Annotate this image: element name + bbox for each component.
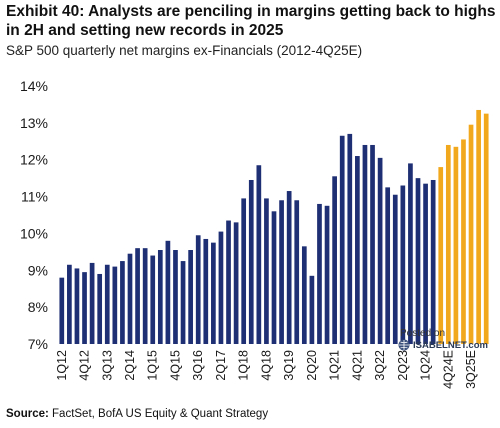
watermark: Posted on ISABELNET.com [398, 328, 498, 351]
bar-2Q22 [370, 145, 375, 344]
bar-3Q18 [256, 165, 261, 344]
bar-4Q12 [82, 272, 87, 344]
bar-3Q17 [226, 221, 231, 344]
bar-4Q16 [203, 239, 208, 344]
bar-3Q22 [378, 158, 383, 344]
bar-3Q24E [438, 167, 443, 344]
globe-icon [398, 339, 410, 351]
bar-1Q20 [302, 246, 307, 344]
bar-3Q20 [317, 204, 322, 344]
bar-3Q19 [287, 191, 292, 344]
watermark-posted-on: Posted on [398, 328, 498, 339]
x-tick-label: 2Q14 [123, 350, 137, 381]
bar-2Q21 [340, 136, 345, 344]
x-tick-label: 3Q25E [464, 350, 478, 389]
bar-1Q13 [90, 263, 95, 344]
y-tick-label: 13% [20, 115, 48, 131]
bar-4Q22 [385, 187, 390, 344]
bar-2Q20 [310, 276, 315, 344]
x-tick-label: 4Q18 [259, 350, 273, 381]
bar-1Q12 [59, 278, 64, 344]
bar-4Q14 [143, 248, 148, 344]
bar-2Q25E [461, 139, 466, 344]
bar-3Q23 [408, 163, 413, 344]
x-tick-label: 3Q16 [191, 350, 205, 381]
x-tick-label: 2Q20 [305, 350, 319, 381]
y-tick-label: 11% [21, 189, 48, 205]
y-tick-label: 9% [28, 262, 48, 278]
bar-4Q21 [355, 156, 360, 344]
source-label: Source: [6, 408, 49, 420]
x-tick-label: 1Q15 [146, 350, 160, 381]
bar-1Q24 [423, 184, 428, 344]
y-tick-label: 7% [28, 336, 48, 352]
bar-4Q23 [416, 178, 421, 344]
bar-2Q24 [431, 180, 436, 344]
x-tick-label: 2Q17 [214, 350, 228, 381]
bar-4Q25E [476, 110, 481, 344]
y-axis: 7% 8% 9% 10% 11% 12% 13% 14% [20, 78, 48, 352]
watermark-site: ISABELNET.com [413, 340, 488, 351]
bar-2Q15 [158, 250, 163, 344]
x-tick-label: 1Q21 [328, 350, 342, 381]
x-tick-label: 1Q12 [55, 350, 69, 381]
bar-1Q23 [393, 195, 398, 344]
bar-4Q24E [446, 145, 451, 344]
x-tick-label: 4Q21 [350, 350, 364, 381]
bar-3Q15 [166, 241, 171, 344]
x-tick-label: 3Q19 [282, 350, 296, 381]
y-tick-label: 14% [20, 78, 48, 94]
bar-undefined [484, 114, 489, 344]
x-tick-label: 1Q18 [237, 350, 251, 381]
bar-3Q25E [469, 125, 474, 344]
y-tick-label: 12% [20, 152, 48, 168]
bar-series [59, 110, 488, 344]
bar-1Q21 [332, 176, 337, 344]
bar-2Q23 [400, 186, 405, 344]
bar-1Q22 [363, 145, 368, 344]
bar-4Q13 [112, 267, 117, 344]
x-tick-label: 4Q15 [169, 350, 183, 381]
bar-3Q13 [105, 265, 110, 344]
bar-2Q19 [279, 200, 284, 344]
bar-4Q18 [264, 198, 269, 344]
y-tick-label: 10% [20, 225, 48, 241]
bar-3Q14 [135, 248, 140, 344]
bar-3Q16 [196, 235, 201, 344]
x-tick-label: 4Q12 [78, 350, 92, 381]
source-text: FactSet, BofA US Equity & Quant Strategy [49, 408, 268, 420]
x-tick-label: 3Q22 [373, 350, 387, 381]
bar-4Q15 [173, 250, 178, 344]
bar-1Q25E [454, 147, 459, 344]
bar-2Q17 [219, 232, 224, 344]
bar-2Q16 [188, 250, 193, 344]
bar-2Q14 [128, 254, 133, 344]
bar-3Q21 [347, 134, 352, 344]
x-tick-label: 4Q24E [441, 350, 455, 389]
bar-4Q19 [294, 200, 299, 344]
bar-4Q20 [325, 206, 330, 344]
x-tick-label: 3Q13 [100, 350, 114, 381]
bar-2Q12 [67, 265, 72, 344]
bar-1Q14 [120, 261, 125, 344]
bar-3Q12 [75, 268, 80, 344]
bar-2Q13 [97, 274, 102, 344]
bar-1Q18 [241, 198, 246, 344]
x-tick-label: 2Q23 [396, 350, 410, 381]
y-tick-label: 8% [28, 299, 48, 315]
bar-1Q17 [211, 243, 216, 344]
bar-2Q18 [249, 180, 254, 344]
bar-1Q16 [181, 261, 186, 344]
bar-1Q19 [272, 211, 277, 344]
x-axis: 1Q12 4Q12 3Q13 2Q14 1Q15 4Q15 3Q16 2Q17 1Q18 4Q18… [55, 350, 478, 389]
bar-4Q17 [234, 222, 239, 344]
bar-1Q15 [150, 256, 155, 344]
x-tick-label: 1Q24 [419, 350, 433, 381]
source-note: Source: FactSet, BofA US Equity & Quant … [6, 408, 268, 420]
